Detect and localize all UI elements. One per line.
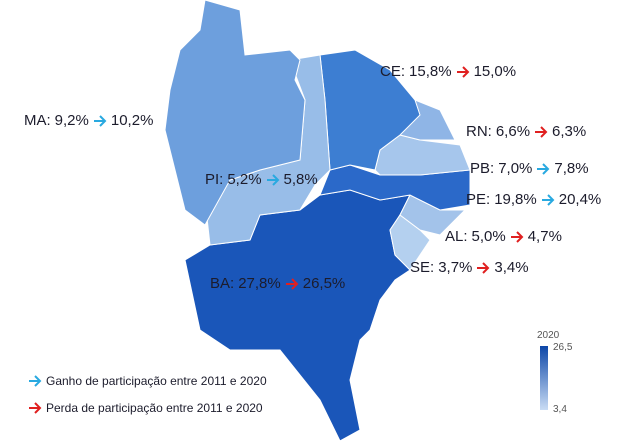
arrow: [29, 375, 42, 387]
share-2011: 27,8%: [238, 275, 281, 292]
state-label: PI: 5,2% 5,8%: [205, 171, 318, 188]
state: [319, 164, 471, 211]
arrow: [29, 402, 42, 414]
state-label: AL: 5,0% 4,7%: [445, 228, 562, 245]
share-2020: 3,4%: [494, 259, 529, 276]
share-2020: 4,7%: [527, 228, 562, 245]
state-label: PB: 7,0% 7,8%: [470, 160, 589, 177]
state-label: MA: 9,2% 10,2%: [24, 112, 153, 129]
colorbar-label: 26,5: [553, 342, 573, 353]
state-code: RN:: [466, 123, 492, 140]
colorbar-label: 3,4: [553, 404, 567, 415]
state-label: CE: 15,8% 15,0%: [380, 63, 516, 80]
share-2020: 26,5%: [302, 275, 346, 292]
share-2020: 6,3%: [552, 123, 587, 140]
arrow: [537, 162, 550, 175]
colorbar-label: 2020: [537, 330, 560, 341]
share-2011: 3,7%: [438, 259, 473, 276]
share-2011: 6,6%: [495, 123, 531, 140]
state-code: PE:: [466, 191, 491, 208]
state-code: PI:: [205, 171, 224, 188]
share-2011: 7,0%: [498, 160, 533, 177]
state-label: PE: 19,8% 20,4%: [466, 191, 601, 208]
state-label: RN: 6,6% 6,3%: [466, 123, 586, 140]
share-2020: 5,8%: [283, 171, 318, 188]
arrow: [93, 114, 107, 127]
legend-item: Ganho de participação entre 2011 e 2020: [28, 374, 267, 388]
arrow: [285, 277, 299, 290]
state-code: SE:: [410, 259, 435, 276]
share-2011: 5,2%: [227, 171, 262, 188]
share-2020: 15,0%: [473, 63, 517, 80]
arrow: [266, 173, 279, 186]
arrow: [456, 65, 469, 78]
share-2011: 19,8%: [494, 191, 537, 208]
state-code: AL:: [445, 228, 468, 245]
share-2020: 10,2%: [110, 112, 154, 129]
legend-text: Perda de participação entre 2011 e 2020: [46, 401, 263, 415]
arrow: [541, 193, 555, 206]
share-2020: 20,4%: [558, 191, 602, 208]
arrow: [477, 261, 490, 274]
state-label: SE: 3,7% 3,4%: [410, 259, 529, 276]
arrow: [510, 230, 524, 243]
share-2020: 7,8%: [554, 160, 589, 177]
colorbar: [540, 346, 548, 410]
state-code: CE:: [380, 63, 406, 80]
state-code: PB:: [470, 160, 495, 177]
legend-text: Ganho de participação entre 2011 e 2020: [46, 374, 267, 388]
legend-item: Perda de participação entre 2011 e 2020: [28, 401, 263, 415]
share-2011: 15,8%: [409, 63, 452, 80]
state-label: BA: 27,8% 26,5%: [210, 275, 345, 292]
state-code: BA:: [210, 275, 235, 292]
arrow: [535, 125, 548, 138]
state-code: MA:: [24, 112, 51, 129]
share-2011: 9,2%: [54, 112, 89, 129]
state: [164, 0, 306, 226]
share-2011: 5,0%: [471, 228, 506, 245]
